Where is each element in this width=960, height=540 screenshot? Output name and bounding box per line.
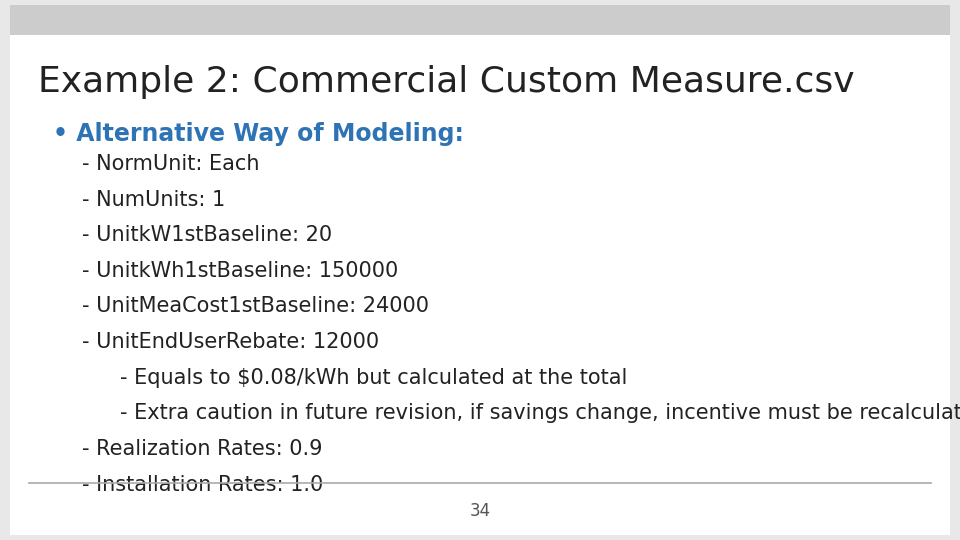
Text: - NormUnit: Each: - NormUnit: Each bbox=[82, 154, 259, 174]
Text: - UnitkW1stBaseline: 20: - UnitkW1stBaseline: 20 bbox=[82, 225, 332, 245]
Text: Example 2: Commercial Custom Measure.csv: Example 2: Commercial Custom Measure.csv bbox=[38, 65, 855, 99]
Text: - NumUnits: 1: - NumUnits: 1 bbox=[82, 190, 225, 210]
Text: - Equals to $0.08/kWh but calculated at the total: - Equals to $0.08/kWh but calculated at … bbox=[120, 368, 628, 388]
Text: - Installation Rates: 1.0: - Installation Rates: 1.0 bbox=[82, 475, 323, 495]
Text: - UnitEndUserRebate: 12000: - UnitEndUserRebate: 12000 bbox=[82, 332, 379, 352]
Text: • Alternative Way of Modeling:: • Alternative Way of Modeling: bbox=[53, 122, 464, 145]
Text: - Extra caution in future revision, if savings change, incentive must be recalcu: - Extra caution in future revision, if s… bbox=[120, 403, 960, 423]
Text: - Realization Rates: 0.9: - Realization Rates: 0.9 bbox=[82, 439, 323, 459]
Text: 34: 34 bbox=[469, 502, 491, 520]
Text: - UnitMeaCost1stBaseline: 24000: - UnitMeaCost1stBaseline: 24000 bbox=[82, 296, 428, 316]
Text: - UnitkWh1stBaseline: 150000: - UnitkWh1stBaseline: 150000 bbox=[82, 261, 397, 281]
